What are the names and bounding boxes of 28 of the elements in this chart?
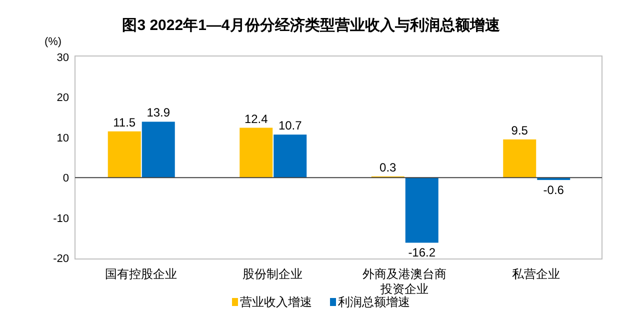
y-tick-label: 0 [62, 172, 69, 185]
y-axis-title: (%) [44, 36, 62, 48]
y-tick-label: -10 [53, 212, 69, 225]
chart-title: 图3 2022年1—4月份分经济类型营业收入与利润总额增速 [122, 16, 501, 34]
data-label: 11.5 [113, 115, 136, 130]
data-label: -0.6 [543, 183, 564, 198]
legend-label: 营业收入增速 [240, 295, 312, 309]
x-tick-label: 外商及港澳台商投资企业 [362, 267, 446, 296]
legend-label: 利润总额增速 [338, 295, 410, 309]
y-tick-label: 20 [56, 92, 69, 104]
data-label: 12.4 [244, 112, 268, 126]
y-tick-label: -20 [53, 253, 69, 265]
bar [240, 128, 273, 178]
data-label: 13.9 [146, 106, 170, 120]
bar [274, 134, 307, 178]
data-label: 0.3 [380, 160, 397, 174]
data-label: 10.7 [278, 118, 302, 133]
bar [142, 122, 175, 178]
bar [503, 139, 536, 178]
x-tick-label: 股份制企业 [242, 267, 303, 281]
data-label: -16.2 [408, 246, 436, 260]
bar [405, 178, 438, 243]
x-tick-label: 私营企业 [512, 267, 560, 281]
bar [108, 131, 141, 178]
data-label: 9.5 [511, 123, 528, 138]
x-tick-label: 国有控股企业 [104, 267, 177, 281]
y-tick-label: 30 [56, 52, 69, 64]
y-tick-label: 10 [56, 132, 69, 144]
